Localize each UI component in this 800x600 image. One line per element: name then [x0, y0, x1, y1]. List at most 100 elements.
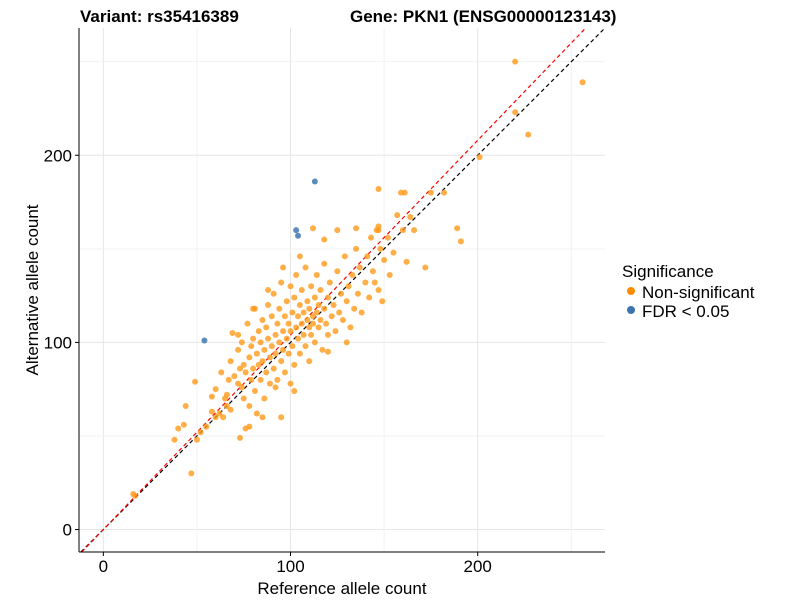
point-non-significant: [246, 403, 253, 410]
point-non-significant: [182, 403, 189, 410]
point-non-significant: [212, 414, 219, 421]
legend-marker-fdr: [627, 306, 635, 314]
point-non-significant: [309, 313, 316, 320]
point-non-significant: [280, 264, 287, 271]
point-non-significant: [287, 283, 294, 290]
point-non-significant: [379, 298, 386, 305]
point-non-significant: [216, 410, 223, 417]
point-non-significant: [394, 212, 401, 219]
point-non-significant: [306, 305, 313, 312]
point-non-significant: [240, 395, 247, 402]
point-non-significant: [285, 350, 292, 357]
point-non-significant: [274, 320, 281, 327]
point-non-significant: [407, 214, 414, 221]
legend-marker-non-significant: [627, 287, 635, 295]
point-non-significant: [235, 380, 242, 387]
axis-ticks: 0 100 200 0 100 200: [44, 146, 492, 576]
point-non-significant: [341, 253, 348, 260]
point-non-significant: [291, 388, 298, 395]
point-non-significant: [278, 414, 285, 421]
reference-line: [80, 27, 606, 553]
point-non-significant: [399, 227, 406, 234]
point-non-significant: [311, 339, 318, 346]
point-non-significant: [315, 301, 322, 308]
point-non-significant: [261, 346, 268, 353]
point-non-significant: [384, 234, 391, 241]
chart-title-variant: Variant: rs35416389: [80, 7, 239, 26]
point-non-significant: [512, 58, 519, 65]
point-non-significant: [427, 189, 434, 196]
point-non-significant: [266, 380, 273, 387]
point-non-significant: [236, 434, 243, 441]
point-fdr-significant: [295, 232, 302, 239]
point-non-significant: [235, 346, 242, 353]
point-non-significant: [192, 378, 199, 385]
point-non-significant: [358, 309, 365, 316]
point-non-significant: [261, 395, 268, 402]
point-non-significant: [512, 109, 519, 116]
point-non-significant: [244, 320, 251, 327]
point-non-significant: [313, 309, 320, 316]
reference-lines: [80, 27, 606, 553]
point-non-significant: [476, 154, 483, 161]
point-non-significant: [308, 283, 315, 290]
point-non-significant: [203, 423, 210, 430]
point-non-significant: [353, 245, 360, 252]
point-non-significant: [298, 320, 305, 327]
point-non-significant: [304, 298, 311, 305]
point-non-significant: [309, 225, 316, 232]
point-non-significant: [265, 301, 272, 308]
point-non-significant: [291, 361, 298, 368]
point-non-significant: [265, 287, 272, 293]
chart-title-gene: Gene: PKN1 (ENSG00000123143): [350, 7, 616, 26]
point-non-significant: [268, 343, 275, 350]
point-non-significant: [287, 380, 294, 387]
point-non-significant: [332, 328, 339, 335]
y-tick-label: 100: [44, 333, 72, 352]
point-non-significant: [296, 301, 303, 308]
point-non-significant: [171, 436, 178, 443]
grid: [79, 28, 605, 552]
point-non-significant: [208, 408, 215, 415]
point-non-significant: [525, 131, 532, 138]
point-non-significant: [250, 365, 257, 372]
point-non-significant: [441, 189, 448, 196]
point-non-significant: [366, 294, 373, 301]
legend-title: Significance: [622, 262, 714, 281]
point-non-significant: [253, 350, 260, 357]
point-non-significant: [270, 365, 277, 372]
point-non-significant: [231, 373, 238, 380]
point-non-significant: [362, 279, 369, 286]
point-non-significant: [289, 343, 296, 350]
point-non-significant: [265, 335, 272, 342]
point-non-significant: [339, 316, 346, 323]
point-non-significant: [283, 335, 290, 342]
point-non-significant: [296, 350, 303, 357]
point-non-significant: [369, 268, 376, 275]
point-non-significant: [324, 331, 331, 338]
x-tick-label: 100: [276, 557, 304, 576]
point-non-significant: [248, 343, 255, 350]
point-non-significant: [457, 238, 464, 245]
point-non-significant: [349, 272, 356, 279]
point-non-significant: [375, 287, 382, 293]
point-non-significant: [212, 386, 219, 393]
point-non-significant: [300, 331, 307, 338]
point-non-significant: [403, 258, 410, 265]
point-non-significant: [289, 309, 296, 316]
point-non-significant: [132, 492, 139, 499]
point-non-significant: [291, 294, 298, 301]
point-non-significant: [259, 414, 266, 421]
point-non-significant: [208, 393, 215, 400]
point-non-significant: [281, 369, 288, 376]
legend: Significance Non-significant FDR < 0.05: [622, 262, 755, 321]
point-non-significant: [371, 279, 378, 286]
point-non-significant: [220, 414, 227, 421]
point-non-significant: [281, 313, 288, 320]
point-non-significant: [248, 376, 255, 383]
legend-label-fdr: FDR < 0.05: [642, 302, 729, 321]
point-non-significant: [304, 316, 311, 323]
point-non-significant: [250, 335, 257, 342]
point-non-significant: [246, 423, 253, 430]
point-non-significant: [317, 287, 324, 293]
